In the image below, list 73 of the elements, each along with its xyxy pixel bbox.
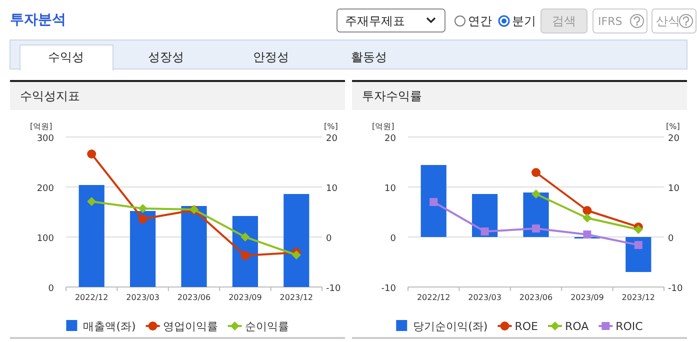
legend-label: ROIC [616, 320, 644, 333]
y2-tick-label: 10 [326, 184, 338, 194]
y2-tick-label: -10 [668, 284, 683, 294]
point [138, 204, 148, 213]
x-tick-label: 2023/09 [570, 293, 604, 302]
point [532, 190, 540, 198]
point [430, 198, 438, 206]
y2-tick-label: 0 [326, 234, 332, 244]
text: IFRS [598, 15, 622, 28]
y2-tick-label: 0 [668, 234, 674, 244]
x-tick-label: 2023/03 [468, 293, 502, 302]
y-tick-label: 20 [384, 134, 396, 144]
x-tick-label: 2023/12 [622, 293, 656, 302]
y2-tick-label: 20 [668, 134, 680, 144]
y-axis-title: [억원] [30, 122, 52, 131]
text: 연간 [468, 14, 492, 28]
text: 활동성 [351, 50, 387, 64]
legend-label: ROA [564, 320, 590, 333]
y-tick-label: 200 [36, 184, 54, 194]
point [532, 168, 540, 177]
text: 성장성 [148, 50, 184, 64]
y-axis-title: [억원] [372, 122, 394, 131]
point [240, 232, 250, 242]
x-tick-label: 2022/12 [74, 293, 108, 302]
text: 투자분석 [10, 12, 66, 28]
x-tick-label: 2023/12 [280, 293, 314, 302]
text: 주재무제표 [345, 14, 405, 28]
point [634, 225, 643, 234]
y-tick-label: 300 [36, 134, 54, 144]
chart-title: 수익성지표 [20, 89, 80, 103]
bar [181, 206, 207, 287]
x-tick-label: 2023/09 [228, 293, 262, 302]
legend-label: ROE [514, 320, 538, 333]
x-tick-label: 2023/06 [177, 293, 211, 302]
y2-tick-label: 20 [326, 134, 338, 144]
bar [130, 211, 156, 287]
y2-axis-title: [%] [666, 122, 680, 131]
y-tick-label: -10 [381, 284, 396, 294]
legend-label: 매출액(좌) [83, 320, 136, 333]
x-tick-label: 2023/06 [519, 293, 553, 302]
point [583, 230, 592, 238]
legend-label: 당기순이익(좌) [413, 320, 488, 333]
text: 수익성 [48, 50, 84, 64]
legend-label: 영업이익률 [162, 320, 218, 333]
y2-tick-label: 10 [668, 184, 680, 194]
point [240, 251, 250, 260]
text: 산식 [656, 14, 680, 28]
bar [284, 194, 310, 287]
point [532, 224, 540, 232]
y-tick-label: 10 [384, 184, 396, 194]
point [480, 228, 489, 236]
y-tick-label: 0 [390, 234, 396, 244]
point [138, 214, 148, 224]
point [582, 206, 592, 215]
x-tick-label: 2022/12 [416, 293, 450, 302]
bar [78, 185, 104, 287]
bar [626, 237, 652, 272]
bar [420, 165, 446, 237]
point [634, 241, 642, 249]
legend-label: 순이익률 [244, 320, 289, 333]
text: 안정성 [253, 50, 289, 64]
point [87, 150, 96, 158]
point [87, 197, 96, 206]
chart-title: 투자수익률 [362, 89, 422, 103]
x-tick-label: 2023/03 [126, 293, 160, 302]
y2-axis-title: [%] [324, 122, 338, 131]
y2-tick-label: -10 [326, 284, 341, 294]
point [582, 214, 592, 222]
text: 검색 [552, 14, 576, 28]
text: 분기 [512, 14, 536, 28]
point [292, 250, 301, 260]
y-tick-label: 100 [36, 234, 54, 244]
y-tick-label: 0 [48, 284, 54, 294]
